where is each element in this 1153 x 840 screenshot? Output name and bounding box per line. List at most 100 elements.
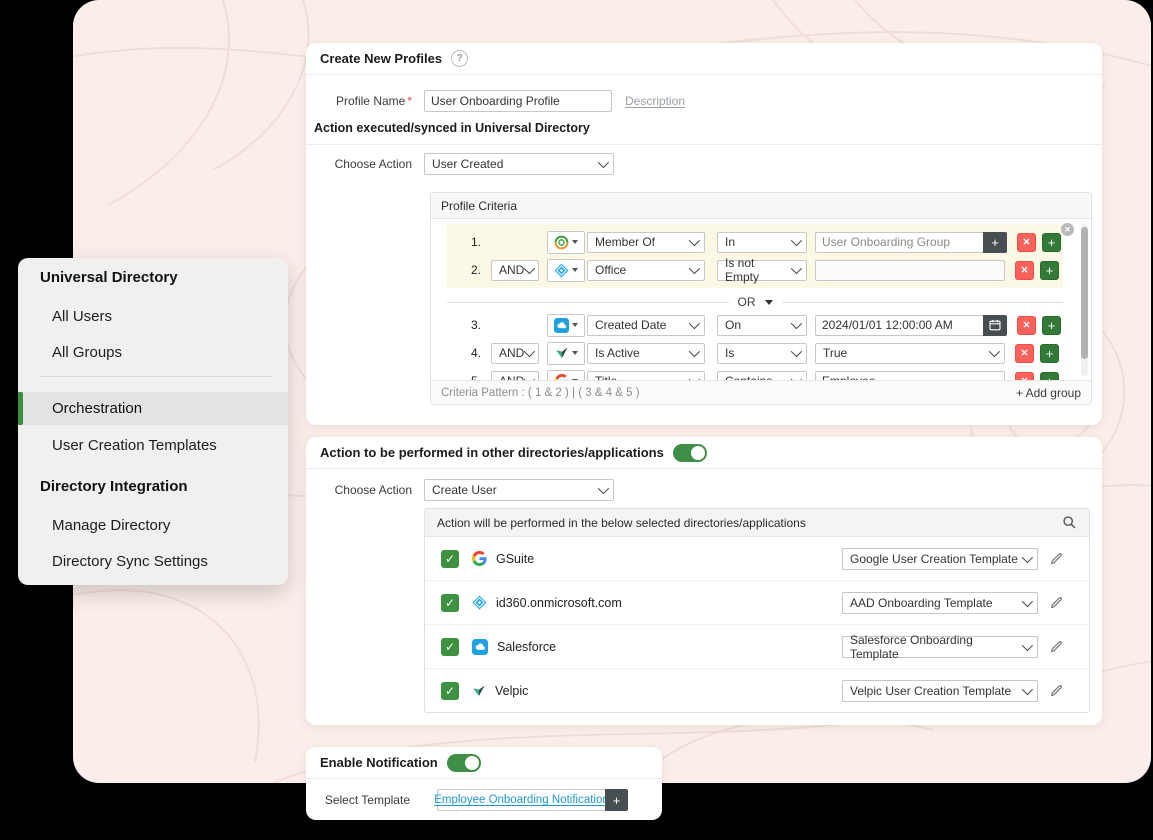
template-select[interactable]: Salesforce Onboarding Template	[842, 633, 1038, 661]
operator-select[interactable]: Is	[717, 342, 807, 364]
group-join-dropdown-caret-icon[interactable]	[764, 299, 773, 305]
chevron-down-icon	[572, 323, 578, 327]
delete-row-button[interactable]: ✕	[1017, 232, 1036, 252]
applications-panel-header: Action will be performed in the below se…	[425, 509, 1089, 537]
operator-select[interactable]: On	[717, 314, 807, 336]
help-icon[interactable]: ?	[451, 50, 469, 67]
add-row-button[interactable]: +	[1042, 315, 1061, 335]
edit-template-button[interactable]	[1050, 684, 1063, 697]
value-input[interactable]	[815, 259, 1005, 281]
profile-criteria-panel: Profile Criteria ✕ 1.	[430, 192, 1092, 405]
delete-row-button[interactable]: ✕	[1015, 371, 1034, 380]
choose-action-select[interactable]: User Created	[424, 153, 614, 175]
search-icon[interactable]	[1062, 515, 1077, 530]
attribute-select[interactable]: Is Active	[587, 342, 705, 364]
divider	[781, 301, 1063, 303]
template-select[interactable]: Google User Creation Template	[842, 547, 1038, 570]
remove-group-button[interactable]: ✕	[1061, 223, 1074, 236]
attribute-source-dropdown[interactable]	[547, 341, 585, 365]
google-icon	[554, 374, 569, 380]
chevron-down-icon	[688, 345, 701, 358]
attribute-source-dropdown[interactable]	[547, 230, 585, 254]
choose-action-label: Choose Action	[334, 157, 412, 171]
sidebar: Universal Directory All Users All Groups…	[18, 258, 288, 585]
join-operator-select[interactable]: AND	[491, 370, 539, 380]
join-operator-select[interactable]: AND	[491, 259, 539, 281]
sidebar-item-orchestration[interactable]: Orchestration	[18, 392, 288, 425]
required-asterisk: *	[407, 94, 412, 108]
operator-select[interactable]: Is not Empty	[717, 256, 807, 284]
sidebar-item-all-groups[interactable]: All Groups	[52, 344, 123, 361]
criteria-row-5: 5. AND Title	[447, 368, 1075, 380]
template-select[interactable]: AAD Onboarding Template	[842, 591, 1038, 614]
value-input[interactable]	[815, 231, 983, 253]
app-row-gsuite: ✓ GSuite Google User Creation Template	[425, 537, 1089, 581]
add-row-button[interactable]: +	[1040, 260, 1059, 280]
chevron-down-icon	[790, 317, 803, 330]
add-row-button[interactable]: +	[1042, 232, 1061, 252]
add-group-button[interactable]: + Add group	[1015, 385, 1081, 400]
template-select[interactable]: Velpic User Creation Template	[842, 679, 1038, 702]
attribute-source-dropdown[interactable]	[547, 313, 585, 337]
edit-template-button[interactable]	[1050, 552, 1063, 565]
operator-select[interactable]: Contains	[717, 370, 807, 380]
app-checkbox[interactable]: ✓	[441, 681, 459, 700]
edit-template-button[interactable]	[1050, 640, 1063, 653]
other-directories-toggle[interactable]	[672, 443, 707, 462]
group-join-label: OR	[737, 295, 756, 309]
app-row-velpic: ✓ Velpic Velpic User Creation Template	[425, 669, 1089, 712]
enable-notification-toggle[interactable]	[446, 753, 481, 772]
profile-name-row: Profile Name* Description	[306, 90, 1102, 112]
sidebar-item-directory-sync-settings[interactable]: Directory Sync Settings	[52, 553, 208, 570]
delete-row-button[interactable]: ✕	[1015, 260, 1034, 280]
profile-name-label: Profile Name *	[335, 94, 412, 108]
attribute-select[interactable]: Created Date	[587, 314, 705, 336]
chevron-down-icon	[572, 240, 578, 244]
attribute-select[interactable]: Office	[587, 259, 705, 281]
add-row-button[interactable]: +	[1040, 371, 1059, 380]
date-value-input[interactable]	[815, 314, 983, 336]
sidebar-heading-directory-integration: Directory Integration	[40, 478, 188, 495]
app-row-id360: ✓ id360.onmicrosoft.com AAD Onboarding T…	[425, 581, 1089, 625]
choose-action-label: Choose Action	[334, 483, 412, 497]
description-link[interactable]: Description	[625, 94, 686, 108]
criteria-scrollbar-thumb[interactable]	[1081, 227, 1088, 359]
value-select[interactable]: True	[815, 342, 1005, 364]
attribute-select[interactable]: Member Of	[587, 231, 705, 253]
add-value-button[interactable]: +	[983, 231, 1007, 253]
delete-row-button[interactable]: ✕	[1017, 315, 1036, 335]
attribute-select[interactable]: Title	[587, 370, 705, 380]
chevron-down-icon	[1021, 595, 1034, 607]
edit-template-button[interactable]	[1050, 596, 1063, 609]
notification-card: Enable Notification Select Template Empl…	[306, 747, 662, 820]
add-template-button[interactable]: +	[605, 789, 628, 811]
card-title: Action to be performed in other director…	[320, 445, 664, 460]
delete-row-button[interactable]: ✕	[1015, 343, 1034, 363]
salesforce-icon	[472, 638, 488, 655]
chevron-down-icon	[790, 345, 803, 358]
applications-panel-header-text: Action will be performed in the below se…	[437, 515, 806, 530]
sidebar-item-all-users[interactable]: All Users	[52, 308, 113, 325]
app-checkbox[interactable]: ✓	[441, 593, 459, 612]
card-title: Enable Notification	[320, 755, 438, 770]
profile-name-input[interactable]	[424, 90, 612, 112]
join-operator-select[interactable]: AND	[491, 342, 539, 364]
operator-select[interactable]: In	[717, 231, 807, 253]
chevron-down-icon	[790, 262, 803, 275]
attribute-source-dropdown[interactable]	[547, 369, 585, 380]
choose-action-select[interactable]: Create User	[424, 479, 614, 501]
app-name: id360.onmicrosoft.com	[496, 595, 622, 610]
add-row-button[interactable]: +	[1040, 343, 1059, 363]
sidebar-item-user-creation-templates[interactable]: User Creation Templates	[52, 437, 217, 454]
calendar-button[interactable]	[983, 314, 1007, 336]
notification-template-link[interactable]: Employee Onboarding Notification	[434, 794, 609, 806]
attribute-source-dropdown[interactable]	[547, 258, 585, 282]
salesforce-icon	[554, 317, 569, 333]
divider	[447, 301, 729, 303]
azure-ad-icon	[554, 263, 569, 277]
value-input[interactable]	[815, 370, 1005, 380]
sidebar-item-manage-directory[interactable]: Manage Directory	[52, 517, 171, 534]
app-checkbox[interactable]: ✓	[441, 549, 459, 568]
card-header: Create New Profiles ?	[306, 43, 1102, 75]
app-checkbox[interactable]: ✓	[441, 637, 459, 656]
